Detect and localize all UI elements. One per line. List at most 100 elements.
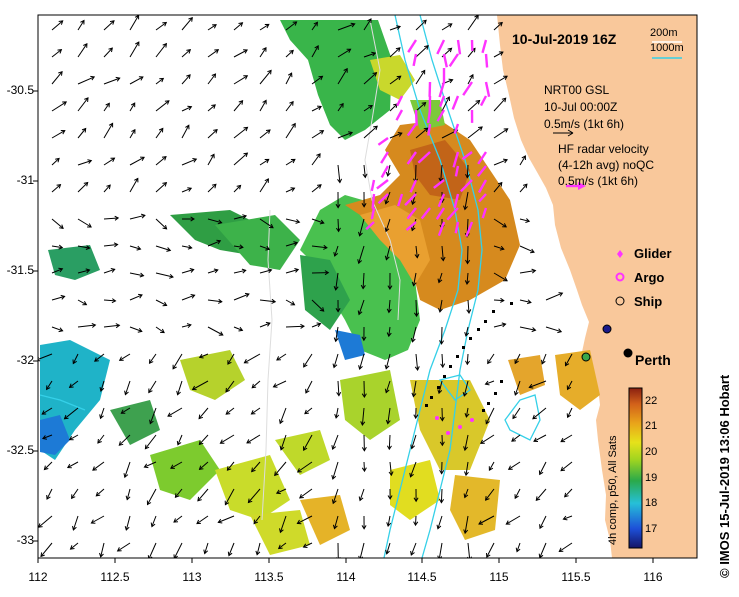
velocity-arrow bbox=[156, 183, 166, 192]
velocity-arrow bbox=[546, 293, 562, 300]
velocity-arrow bbox=[156, 101, 169, 111]
velocity-arrow bbox=[93, 462, 104, 470]
velocity-arrow bbox=[247, 435, 260, 443]
velocity-arrow bbox=[416, 70, 425, 84]
velocity-arrow bbox=[78, 183, 88, 193]
city-perth: Perth bbox=[635, 352, 671, 368]
velocity-arrow bbox=[52, 21, 63, 30]
velocity-arrow bbox=[52, 72, 62, 84]
velocity-arrow bbox=[338, 219, 339, 231]
velocity-arrow bbox=[312, 131, 323, 138]
colorbar bbox=[629, 388, 642, 548]
radar-arrow bbox=[414, 54, 416, 66]
velocity-arrow bbox=[52, 131, 65, 138]
y-tick-31: -31 bbox=[4, 173, 34, 187]
radar-arrow bbox=[382, 166, 388, 177]
velocity-arrow bbox=[416, 165, 417, 182]
velocity-arrow bbox=[244, 354, 260, 363]
velocity-arrow bbox=[536, 489, 546, 500]
velocity-arrow bbox=[304, 354, 312, 367]
velocity-arrow bbox=[441, 489, 442, 503]
x-tick-114: 114 bbox=[326, 570, 366, 584]
velocity-arrow bbox=[260, 130, 270, 138]
cb-tick-21: 21 bbox=[645, 420, 657, 432]
radar-arrow bbox=[378, 138, 388, 145]
velocity-arrow bbox=[104, 21, 114, 30]
cb-tick-20: 20 bbox=[645, 446, 657, 458]
velocity-arrow bbox=[389, 435, 390, 449]
velocity-arrow bbox=[468, 127, 482, 138]
x-tick-113: 113 bbox=[172, 570, 212, 584]
velocity-arrow bbox=[39, 516, 52, 527]
velocity-arrow bbox=[487, 543, 494, 557]
velocity-arrow bbox=[338, 381, 339, 396]
radar-arrow bbox=[450, 54, 458, 66]
cb-tick-17: 17 bbox=[645, 523, 657, 535]
velocity-arrow bbox=[197, 516, 208, 524]
radar-arrow bbox=[377, 180, 388, 189]
velocity-arrow bbox=[156, 23, 166, 31]
velocity-arrow bbox=[148, 489, 157, 505]
radar-title: HF radar velocity bbox=[558, 142, 649, 156]
velocity-arrow bbox=[130, 15, 139, 30]
legend-200m-label: 200m bbox=[650, 27, 678, 39]
legend-argo: Argo bbox=[634, 270, 664, 285]
velocity-arrow bbox=[494, 98, 506, 111]
velocity-arrow bbox=[260, 179, 268, 192]
velocity-arrow bbox=[506, 516, 520, 524]
velocity-arrow bbox=[468, 246, 469, 264]
velocity-arrow bbox=[78, 98, 88, 111]
velocity-arrow bbox=[234, 50, 247, 57]
velocity-arrow bbox=[275, 462, 286, 475]
x-tick-113.5: 113.5 bbox=[249, 570, 289, 584]
model-scale: 0.5m/s (1kt 6h) bbox=[544, 117, 624, 131]
x-tick-116: 116 bbox=[633, 570, 673, 584]
legend-glider: Glider bbox=[634, 246, 672, 261]
radar-arrow bbox=[486, 54, 487, 68]
x-tick-115: 115 bbox=[479, 570, 519, 584]
y-tick-32: -32 bbox=[4, 353, 34, 367]
legend-1000m-label: 1000m bbox=[650, 42, 684, 54]
radar-arrow bbox=[416, 110, 417, 126]
velocity-arrow bbox=[234, 76, 247, 84]
credit-label: © IMOS 15-Jul-2019 13:06 Hobart bbox=[717, 375, 732, 578]
velocity-arrow bbox=[468, 15, 478, 30]
velocity-arrow bbox=[220, 435, 234, 443]
velocity-arrow bbox=[182, 18, 192, 30]
velocity-arrow bbox=[156, 157, 166, 165]
velocity-arrow bbox=[145, 435, 156, 449]
colorbar-label: 4h comp, p50, All Sats bbox=[607, 436, 619, 545]
radar-arrow bbox=[437, 40, 444, 54]
y-tick-33: -33 bbox=[4, 533, 34, 547]
velocity-arrow bbox=[300, 489, 312, 498]
velocity-arrow bbox=[52, 219, 63, 228]
x-tick-112.5: 112.5 bbox=[95, 570, 135, 584]
velocity-arrow bbox=[199, 408, 208, 419]
velocity-arrow bbox=[234, 127, 248, 138]
radar-arrow bbox=[463, 82, 472, 95]
velocity-arrow bbox=[104, 48, 112, 57]
radar-subtitle: (4-12h avg) noQC bbox=[558, 158, 654, 172]
cb-tick-18: 18 bbox=[645, 497, 657, 509]
velocity-arrow bbox=[149, 543, 156, 559]
velocity-arrow bbox=[130, 178, 138, 192]
velocity-arrow bbox=[168, 408, 182, 416]
velocity-arrow bbox=[494, 76, 507, 84]
velocity-arrow bbox=[442, 327, 443, 344]
radar-arrow bbox=[481, 96, 486, 106]
velocity-arrow bbox=[416, 300, 417, 316]
velocity-arrow bbox=[78, 129, 86, 139]
velocity-arrow bbox=[104, 123, 113, 138]
velocity-arrow bbox=[286, 124, 295, 138]
velocity-arrow bbox=[198, 489, 208, 501]
radar-arrow bbox=[408, 40, 416, 52]
radar-arrow bbox=[381, 152, 388, 163]
velocity-arrow bbox=[208, 327, 223, 335]
y-tick-31.5: -31.5 bbox=[4, 263, 34, 277]
velocity-arrow bbox=[286, 326, 304, 327]
radar-arrow bbox=[440, 96, 444, 107]
velocity-arrow bbox=[91, 516, 104, 523]
radar-arrow bbox=[453, 96, 458, 109]
radar-arrow bbox=[483, 40, 487, 53]
